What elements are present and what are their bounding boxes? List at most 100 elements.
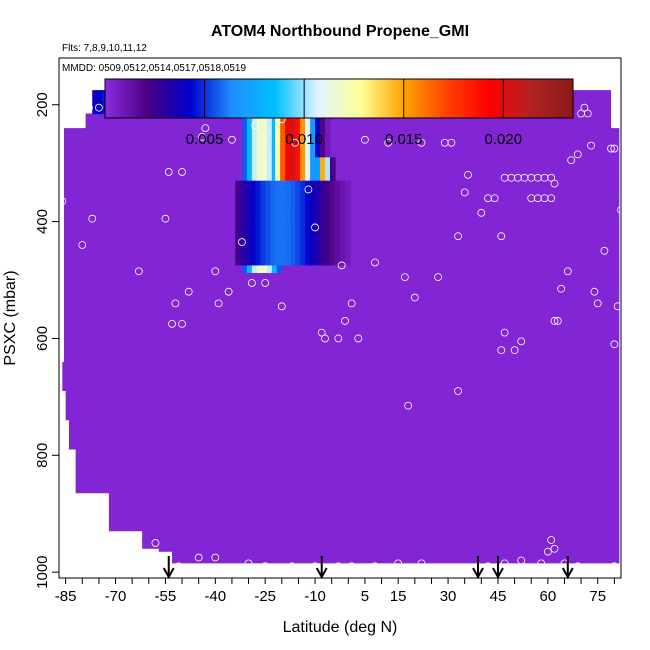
heatmap-cell: [300, 246, 306, 252]
heatmap-cell: [315, 157, 321, 163]
heatmap-cell: [251, 118, 258, 124]
heatmap-cell: [275, 227, 281, 233]
heatmap-cell: [300, 190, 306, 196]
heatmap-cell: [295, 250, 301, 257]
colorbar-tick-label: 0.015: [385, 131, 423, 148]
heatmap-cell: [275, 190, 281, 196]
heatmap-cell: [266, 136, 273, 143]
heatmap-cell: [271, 155, 278, 161]
observation-point: [237, 238, 246, 246]
heatmap-cell: [320, 241, 326, 247]
heatmap-cell: [275, 208, 281, 215]
heatmap-cell: [344, 236, 351, 243]
heatmap-cell: [295, 136, 301, 143]
heatmap-cell: [344, 213, 351, 219]
heatmap-cell: [315, 255, 321, 261]
heatmap-cell: [256, 267, 263, 274]
heatmap-cell: [290, 260, 296, 266]
heatmap-cell: [295, 222, 301, 229]
observation-point: [517, 337, 526, 346]
heatmap-cell: [235, 255, 241, 261]
heatmap-cell: [290, 146, 296, 152]
heatmap-cell: [305, 218, 311, 224]
heatmap-cell: [300, 255, 306, 261]
heatmap-cell: [241, 122, 248, 129]
heatmap-cell: [300, 164, 306, 171]
heatmap-cell: [325, 122, 331, 129]
heatmap-cell: [275, 118, 281, 124]
heatmap-cell: [235, 236, 241, 243]
heatmap-cell: [310, 190, 316, 196]
heatmap-cell: [265, 241, 271, 247]
heatmap-cell: [97, 99, 103, 105]
arrow-head: [162, 567, 175, 580]
heatmap-cell: [245, 255, 251, 261]
heatmap-cell: [251, 146, 258, 152]
heatmap-cell: [285, 132, 291, 138]
observation-point: [517, 556, 526, 565]
heatmap-cell: [315, 246, 321, 252]
observation-point: [600, 246, 609, 255]
heatmap-cell: [325, 150, 331, 157]
heatmap-cell: [315, 204, 321, 210]
heatmap-cell: [260, 199, 266, 205]
observation-point: [58, 109, 67, 118]
observation-point: [198, 132, 206, 141]
heatmap-cell: [285, 218, 291, 224]
heatmap-cell: [256, 169, 263, 175]
heatmap-cell: [266, 150, 273, 157]
heatmap-cell: [270, 232, 276, 238]
heatmap-cell: [340, 180, 346, 186]
heatmap-cell: [250, 204, 256, 210]
heatmap-cell: [315, 180, 321, 186]
arrow-head: [472, 567, 484, 580]
heatmap-cell: [295, 213, 301, 219]
y-tick-label: 400: [34, 209, 51, 234]
heatmap-cell: [92, 108, 98, 115]
heatmap-cell: [266, 263, 273, 269]
heatmap-cell: [280, 246, 286, 252]
heatmap-cell: [246, 155, 253, 161]
heatmap-cell: [245, 241, 251, 247]
heatmap-cell: [330, 232, 336, 238]
observation-point: [490, 194, 499, 203]
heatmap-cell: [320, 194, 326, 200]
heatmap-cell: [255, 194, 261, 200]
heatmap-cell: [340, 246, 346, 252]
observation-point: [201, 124, 210, 133]
heatmap-cell: [335, 222, 341, 229]
heatmap-cell: [245, 194, 251, 200]
heatmap-cell: [256, 136, 263, 143]
observation-point: [317, 328, 326, 337]
heatmap-cell: [280, 227, 286, 233]
plot-frame: [58, 57, 622, 579]
heatmap-cell: [255, 180, 261, 186]
heatmap-cell: [280, 174, 286, 180]
observation-point: [371, 258, 379, 267]
heatmap-cell: [266, 122, 273, 129]
x-tick-label: 45: [490, 588, 507, 605]
observation-point: [447, 138, 456, 147]
heatmap-cell: [290, 185, 296, 191]
observation-point: [164, 168, 173, 176]
heatmap-cell: [335, 236, 341, 243]
heatmap-cell: [275, 199, 281, 205]
heatmap-cell: [275, 204, 281, 210]
heatmap-cell: [280, 241, 286, 247]
heatmap-cell: [310, 208, 316, 215]
heatmap-cell: [310, 185, 316, 191]
observation-point: [573, 150, 582, 159]
observation-point: [553, 317, 562, 325]
heatmap-cell: [290, 141, 296, 147]
heatmap-cell: [300, 204, 306, 210]
observation-point: [178, 168, 186, 176]
heatmap-cell: [285, 155, 291, 161]
heatmap-cell: [325, 166, 331, 172]
heatmap-cell: [240, 260, 246, 266]
heatmap-cell: [344, 232, 351, 238]
x-tick-label: -70: [105, 588, 127, 605]
heatmap-cell: [325, 222, 331, 229]
heatmap-cell: [290, 222, 296, 229]
heatmap-cell: [344, 246, 351, 252]
observation-point: [454, 387, 462, 395]
